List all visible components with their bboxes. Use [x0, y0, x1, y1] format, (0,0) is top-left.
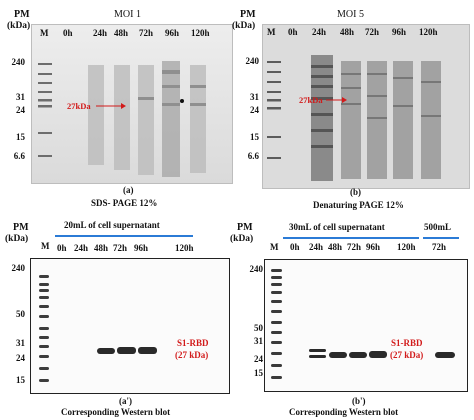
- blot-header-right-b2: 500mL: [424, 222, 451, 232]
- panel-letter-b: (b): [350, 187, 361, 197]
- blot-image-b2: [264, 259, 468, 392]
- blot-header-b2: 30mL of cell supernatant: [289, 222, 385, 232]
- lane-0h-b2: 0h: [290, 242, 300, 252]
- lane-0h-b: 0h: [288, 27, 298, 37]
- lane-m-a2: M: [41, 241, 50, 251]
- mw-50-a2: 50: [16, 309, 25, 319]
- mw-15-a: 15: [16, 132, 25, 142]
- lane-m-b: M: [267, 27, 276, 37]
- panel-letter-b2: (b'): [352, 396, 366, 406]
- mw-50-b2: 50: [254, 323, 263, 333]
- pm-unit-b2: (kDa): [230, 234, 254, 244]
- caption-a2: Corresponding Western blot: [61, 407, 171, 417]
- mw-24-b: 24: [250, 105, 259, 115]
- lane-m-a: M: [40, 28, 49, 38]
- lane-96h-a2: 96h: [134, 243, 149, 253]
- lane-48h-a2: 48h: [94, 243, 109, 253]
- lane-48h-b: 48h: [340, 27, 355, 37]
- mw-15-a2: 15: [16, 375, 25, 385]
- lane-0h-a: 0h: [63, 28, 73, 38]
- lane-120h-b2: 120h: [397, 242, 416, 252]
- mw-24-a2: 24: [16, 353, 25, 363]
- gel-image-b: [262, 24, 470, 189]
- panel-letter-a2: (a'): [119, 396, 132, 406]
- mw-24-a: 24: [16, 105, 25, 115]
- lane-96h-b2: 96h: [366, 242, 381, 252]
- mw-15-b2: 15: [254, 368, 263, 378]
- lane-120h-a: 120h: [191, 28, 210, 38]
- mw-24-b2: 24: [254, 354, 263, 364]
- pm-label-b: PM: [240, 9, 256, 20]
- pm-unit-a: (kDa): [7, 21, 31, 31]
- gel-title-a: MOI 1: [114, 9, 141, 20]
- lane-120h-b: 120h: [419, 27, 438, 37]
- lane-24h-b2: 24h: [309, 242, 324, 252]
- lane-m-b2: M: [270, 242, 279, 252]
- mw-31-a2: 31: [16, 338, 25, 348]
- lane-48h-a: 48h: [114, 28, 129, 38]
- pm-label-a: PM: [14, 9, 30, 20]
- pm-label-a2: PM: [13, 222, 29, 233]
- band-label-b2: S1-RBD: [391, 338, 423, 348]
- caption-b2: Corresponding Western blot: [289, 407, 399, 417]
- lane-72h-b: 72h: [365, 27, 380, 37]
- mw-31-b: 31: [250, 92, 259, 102]
- lane-72h-b2: 72h: [347, 242, 362, 252]
- header-underline-right-b2: [423, 237, 459, 239]
- band-label-kda-a2: (27 kDa): [175, 350, 209, 360]
- lane-96h-a: 96h: [165, 28, 180, 38]
- mw-31-a: 31: [16, 92, 25, 102]
- band-label-b: 27kDa: [299, 95, 323, 105]
- lane-24h-a2: 24h: [74, 243, 89, 253]
- header-underline-b2: [283, 237, 419, 239]
- gel-title-b: MOI 5: [337, 9, 364, 20]
- mw-31-b2: 31: [254, 336, 263, 346]
- mw-6-6-a: 6.6: [13, 151, 25, 161]
- lane-72h-right-b2: 72h: [432, 242, 447, 252]
- panel-letter-a: (a): [123, 185, 134, 195]
- lane-0h-a2: 0h: [57, 243, 67, 253]
- mw-240-b2: 240: [249, 264, 264, 274]
- lane-120h-a2: 120h: [175, 243, 194, 253]
- caption-b: Denaturing PAGE 12%: [313, 200, 404, 210]
- mw-15-b: 15: [250, 132, 259, 142]
- header-underline-a2: [55, 235, 193, 237]
- mw-6-6-b: 6.6: [247, 151, 259, 161]
- lane-48h-b2: 48h: [328, 242, 343, 252]
- blot-header-a2: 20mL of cell supernatant: [64, 220, 160, 230]
- mw-240-b: 240: [245, 56, 260, 66]
- lane-24h-b: 24h: [312, 27, 327, 37]
- blot-image-a2: [30, 258, 230, 394]
- caption-a: SDS- PAGE 12%: [91, 198, 158, 208]
- pm-label-b2: PM: [237, 222, 253, 233]
- lane-72h-a: 72h: [139, 28, 154, 38]
- band-label-a2: S1-RBD: [177, 338, 209, 348]
- band-label-a: 27kDa: [67, 101, 91, 111]
- lane-24h-a: 24h: [93, 28, 108, 38]
- mw-240-a: 240: [11, 57, 26, 67]
- lane-96h-b: 96h: [392, 27, 407, 37]
- band-label-kda-b2: (27 kDa): [390, 350, 424, 360]
- mw-240-a2: 240: [11, 263, 26, 273]
- pm-unit-b: (kDa): [232, 21, 256, 31]
- lane-72h-a2: 72h: [113, 243, 128, 253]
- gel-image-a: [31, 24, 233, 184]
- pm-unit-a2: (kDa): [5, 234, 29, 244]
